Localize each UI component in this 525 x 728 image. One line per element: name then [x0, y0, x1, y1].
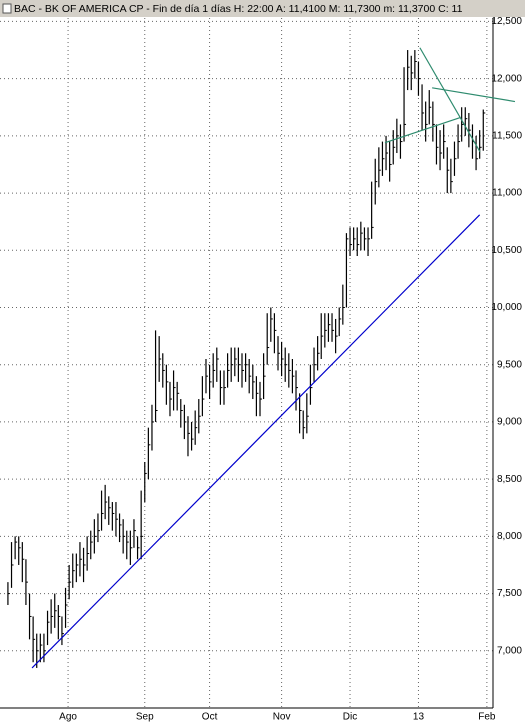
title-bar — [0, 0, 525, 17]
y-tick-label: 8,000 — [497, 531, 522, 542]
x-tick-label: Oct — [202, 712, 218, 723]
y-tick-label: 8,500 — [497, 474, 522, 485]
y-tick-label: 9,000 — [497, 417, 522, 428]
chart-title: BAC - BK OF AMERICA CP - Fin de día 1 dí… — [14, 3, 463, 15]
y-tick-label: 7,500 — [497, 588, 522, 599]
trend-line — [432, 87, 516, 103]
x-tick-label: Nov — [273, 712, 291, 723]
x-tick-label: Ago — [59, 712, 77, 723]
x-tick-label: Sep — [136, 712, 154, 723]
x-tick-label: Feb — [478, 712, 496, 723]
y-tick-label: 9,500 — [497, 359, 522, 370]
y-tick-label: 12,500 — [491, 16, 522, 27]
trend-line — [419, 47, 481, 153]
y-tick-label: 10,000 — [491, 302, 522, 313]
trend-line — [384, 116, 461, 144]
y-tick-label: 11,500 — [492, 131, 522, 142]
y-tick-label: 11,000 — [492, 188, 522, 199]
title-icon — [2, 3, 12, 14]
x-tick-label: Dic — [343, 712, 357, 723]
trend-line — [31, 214, 481, 669]
y-tick-label: 10,500 — [491, 245, 522, 256]
y-tick-label: 7,000 — [497, 645, 522, 656]
y-tick-label: 12,000 — [491, 73, 522, 84]
x-tick-label: 13 — [413, 712, 425, 723]
